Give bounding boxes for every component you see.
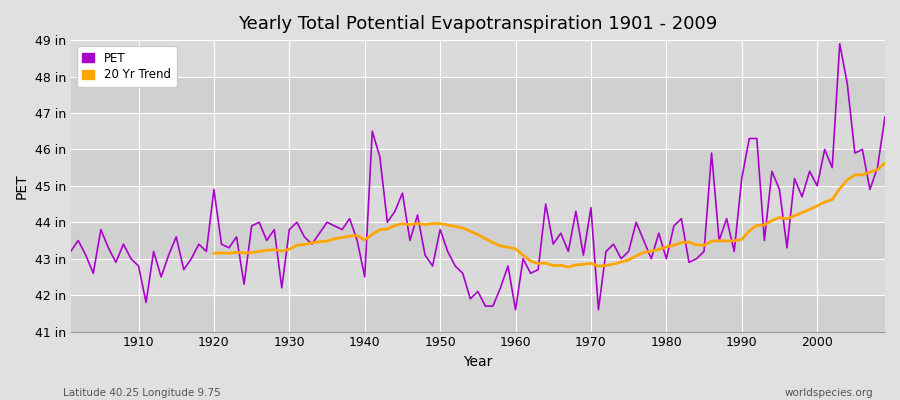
PET <box>292 220 302 225</box>
Line: PET: PET <box>71 44 885 310</box>
Bar <box>71 40 885 76</box>
Bar <box>71 295 885 332</box>
20 Yr Trend <box>412 221 423 226</box>
20 Yr Trend <box>562 265 573 270</box>
20 Yr Trend <box>299 242 310 247</box>
Bar <box>71 76 885 113</box>
Bar <box>71 150 885 186</box>
PET <box>66 249 77 254</box>
Text: worldspecies.org: worldspecies.org <box>785 388 873 398</box>
PET <box>510 307 521 312</box>
Bar <box>71 222 885 259</box>
X-axis label: Year: Year <box>464 355 492 369</box>
20 Yr Trend <box>857 172 868 177</box>
20 Yr Trend <box>209 251 220 256</box>
PET <box>518 256 528 261</box>
PET <box>337 227 347 232</box>
Y-axis label: PET: PET <box>15 173 29 199</box>
Text: Latitude 40.25 Longitude 9.75: Latitude 40.25 Longitude 9.75 <box>63 388 220 398</box>
Title: Yearly Total Potential Evapotranspiration 1901 - 2009: Yearly Total Potential Evapotranspiratio… <box>238 15 717 33</box>
20 Yr Trend <box>684 240 695 244</box>
20 Yr Trend <box>789 213 800 218</box>
Bar <box>71 186 885 222</box>
Line: 20 Yr Trend: 20 Yr Trend <box>214 163 885 267</box>
PET <box>834 41 845 46</box>
Legend: PET, 20 Yr Trend: PET, 20 Yr Trend <box>76 46 176 87</box>
20 Yr Trend <box>879 160 890 165</box>
PET <box>502 264 513 268</box>
PET <box>608 242 619 246</box>
Bar <box>71 113 885 150</box>
Bar <box>71 259 885 295</box>
PET <box>879 114 890 119</box>
PET <box>126 256 137 261</box>
20 Yr Trend <box>774 215 785 220</box>
